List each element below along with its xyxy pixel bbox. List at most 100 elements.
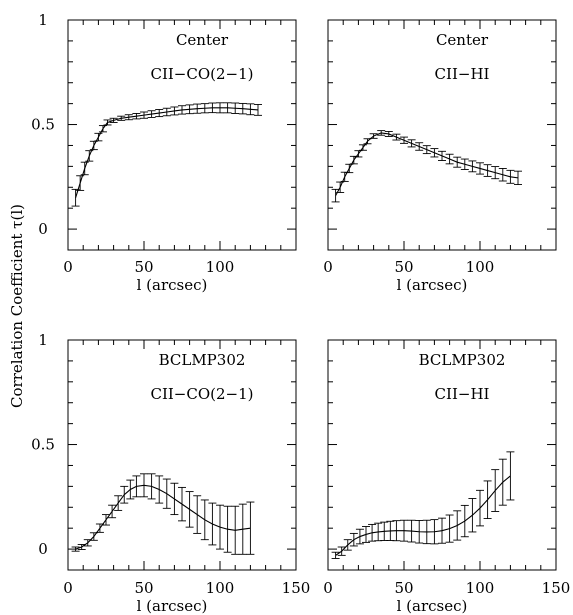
error-bar [476,162,484,175]
error-bar [77,544,86,550]
error-bar [438,150,446,161]
x-tick-label: 0 [323,579,333,597]
error-bar [422,519,431,545]
error-bar [392,133,401,141]
y-tick-label: 1 [38,331,48,349]
error-bar [400,136,408,144]
x-tick-label: 50 [134,258,153,276]
y-tick-label: 0 [38,540,48,558]
error-bar [83,539,92,547]
x-axis-title: l (arcsec) [137,276,208,294]
error-bar [445,153,454,165]
x-tick-label: 0 [323,258,333,276]
error-bar [514,170,522,186]
error-bar [345,163,354,174]
error-bar [170,482,179,516]
error-bar [407,139,416,148]
x-tick-label: 50 [394,579,413,597]
error-bar [147,473,156,500]
error-bar [336,181,345,193]
error-bar [422,145,431,155]
error-bar [331,551,340,559]
error-bar [254,104,262,116]
error-bar [140,473,148,498]
error-bar [358,144,367,151]
error-bar [506,451,515,501]
error-bar [445,514,454,543]
error-bar [162,107,171,117]
error-bar [71,188,80,207]
error-bar [392,520,401,542]
panel-bottom-right: 0 50 100 150 l (arcsec) BCLMP302 CII−HI [323,339,571,615]
panel-label: CII−HI [435,385,490,403]
error-bar [483,480,492,520]
error-bar [337,546,346,556]
panel-bottom-left: 0 50 100 150 0 0.5 1 l (arcsec) BCLMP302 CII−CO(2… [31,331,310,615]
error-bar [200,103,209,114]
error-bar [223,505,232,553]
error-bar [95,523,104,533]
error-bar [362,526,370,543]
error-bar [162,478,171,509]
y-tick-label: 1 [38,11,48,29]
error-bar [498,168,507,182]
series-line [75,484,251,550]
error-bar [468,160,477,173]
error-bar [140,111,148,119]
x-axis-title: l (arcsec) [397,276,468,294]
error-bar [108,504,117,519]
error-bar [460,158,469,170]
error-bar [476,489,484,527]
error-bar [384,130,393,137]
error-bar [438,517,446,544]
x-tick-label: 50 [134,579,153,597]
error-bar [76,175,85,191]
series-line [335,475,511,556]
x-tick-label: 100 [466,579,495,597]
error-bar [453,510,462,541]
panel-label: CII−CO(2−1) [150,65,253,83]
error-bar [238,503,247,555]
plot-frame [327,19,557,251]
x-axis-title: l (arcsec) [397,597,468,615]
x-tick-label: 150 [282,579,311,597]
panel-top-left: 0 50 100 0 0.5 1 l (arcsec) Center CII−CO(2−1) [31,11,297,294]
error-bar [430,148,439,158]
error-bar [468,498,477,533]
panel-label: BCLMP302 [159,351,246,369]
error-bar [377,130,386,136]
error-bar [415,142,424,151]
error-bar [246,501,255,555]
error-bar [231,505,240,555]
error-bar [216,504,224,550]
error-bar [155,475,164,504]
error-bar [155,109,164,118]
error-bar [178,105,186,115]
error-bar [343,539,352,551]
error-bar [491,469,500,512]
error-bar [491,166,500,180]
error-bar [117,115,126,121]
series-line [75,107,259,198]
error-bar [349,155,358,165]
panel-label: CII−CO(2−1) [150,385,253,403]
x-tick-label: 0 [63,258,73,276]
error-bar [98,125,107,133]
error-bar [223,102,232,114]
error-bar [498,458,507,506]
error-bar [238,102,247,115]
error-bar [124,114,133,121]
error-bar [102,514,110,526]
x-tick-label: 150 [542,579,571,597]
error-bar [231,102,240,114]
error-bar [89,140,98,151]
error-bar [71,546,80,552]
error-bar [331,188,340,203]
error-bar [246,103,255,116]
error-bar [132,113,141,120]
x-axis-title: l (arcsec) [137,597,208,615]
x-tick-label: 100 [466,258,495,276]
